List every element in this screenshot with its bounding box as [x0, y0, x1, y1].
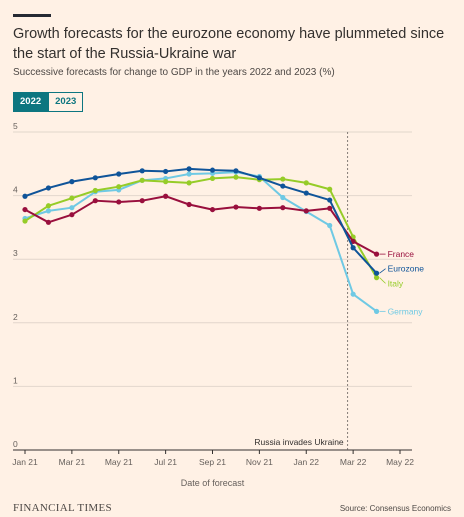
x-tick-label: Jan 21	[12, 457, 38, 467]
data-point	[186, 171, 192, 177]
data-point	[280, 176, 286, 182]
ft-logo: FINANCIAL TIMES	[13, 502, 112, 514]
series-label-italy: Italy	[388, 278, 404, 288]
data-point	[92, 175, 98, 181]
data-point	[209, 167, 216, 173]
data-point	[69, 195, 75, 201]
series-label-germany: Germany	[388, 306, 424, 316]
data-point	[303, 190, 309, 196]
data-point	[256, 175, 262, 181]
series-italy	[22, 174, 380, 281]
data-point	[350, 238, 356, 244]
x-tick-label: Jan 22	[293, 457, 319, 467]
x-tick-label: Jul 21	[154, 457, 177, 467]
data-point	[22, 218, 28, 224]
data-point	[327, 205, 333, 211]
data-point	[373, 251, 380, 257]
data-point	[373, 275, 380, 281]
y-tick-label: 3	[13, 248, 18, 258]
data-point	[45, 185, 52, 191]
data-point	[139, 198, 145, 204]
data-point	[139, 168, 145, 174]
y-tick-label: 5	[13, 121, 18, 131]
data-point	[45, 208, 52, 214]
x-tick-label: May 21	[105, 457, 133, 467]
data-point	[116, 199, 122, 205]
header-accent-bar	[13, 14, 51, 17]
data-point	[233, 168, 239, 174]
data-point	[92, 187, 98, 194]
data-point	[69, 179, 75, 185]
series-label-eurozone: Eurozone	[388, 264, 425, 274]
data-point	[45, 203, 52, 209]
series-germany	[22, 169, 380, 314]
data-point	[327, 197, 333, 203]
data-point	[69, 205, 75, 211]
data-point	[327, 222, 333, 229]
series-line	[24, 171, 378, 313]
data-point	[233, 174, 239, 180]
chart-title: Growth forecasts for the eurozone econom…	[13, 26, 445, 62]
x-tick-label: Mar 22	[340, 457, 367, 467]
data-point	[163, 179, 169, 185]
y-tick-label: 2	[13, 312, 18, 322]
data-point	[116, 171, 122, 177]
data-point	[163, 193, 169, 199]
data-point	[139, 177, 145, 183]
tab-2022[interactable]: 2022	[13, 92, 49, 112]
data-point	[45, 219, 52, 225]
data-point	[327, 186, 333, 192]
data-point	[350, 291, 356, 297]
series-label-leader	[379, 277, 386, 284]
y-tick-label: 0	[13, 439, 18, 449]
tab-2023[interactable]: 2023	[48, 92, 84, 112]
data-point	[303, 208, 309, 214]
series-eurozone	[22, 166, 380, 276]
data-point	[92, 198, 98, 204]
data-point	[116, 184, 122, 190]
series-label-leader	[379, 268, 386, 274]
series-label-france: France	[388, 249, 415, 259]
annotation-label: Russia invades Ukraine	[254, 437, 344, 447]
data-point	[22, 193, 28, 199]
x-tick-label: Mar 21	[59, 457, 86, 467]
data-point	[186, 201, 192, 208]
x-tick-label: Nov 21	[246, 457, 273, 467]
data-point	[163, 168, 169, 175]
data-point	[373, 308, 380, 314]
series-line	[24, 195, 378, 255]
data-point	[373, 270, 380, 276]
data-point	[350, 245, 356, 251]
data-point	[280, 194, 286, 201]
series-line	[24, 176, 378, 279]
data-point	[256, 205, 262, 211]
series-france	[22, 193, 380, 257]
source-note: Source: Consensus Economics	[339, 504, 451, 513]
y-tick-label: 4	[13, 185, 18, 195]
x-axis-label: Date of forecast	[181, 478, 245, 488]
series-line	[24, 167, 378, 274]
x-tick-label: Sep 21	[199, 457, 226, 467]
data-point	[22, 206, 28, 213]
data-point	[186, 166, 192, 172]
data-point	[209, 175, 216, 182]
chart-subtitle: Successive forecasts for change to GDP i…	[13, 67, 335, 78]
x-tick-label: May 22	[386, 457, 414, 467]
data-point	[209, 206, 216, 213]
data-point	[233, 204, 239, 210]
data-point	[303, 180, 309, 186]
data-point	[280, 183, 286, 189]
year-tabs: 2022 2023	[13, 92, 84, 112]
y-tick-label: 1	[13, 375, 18, 385]
data-point	[186, 180, 192, 186]
data-point	[69, 212, 75, 218]
data-point	[280, 205, 286, 211]
